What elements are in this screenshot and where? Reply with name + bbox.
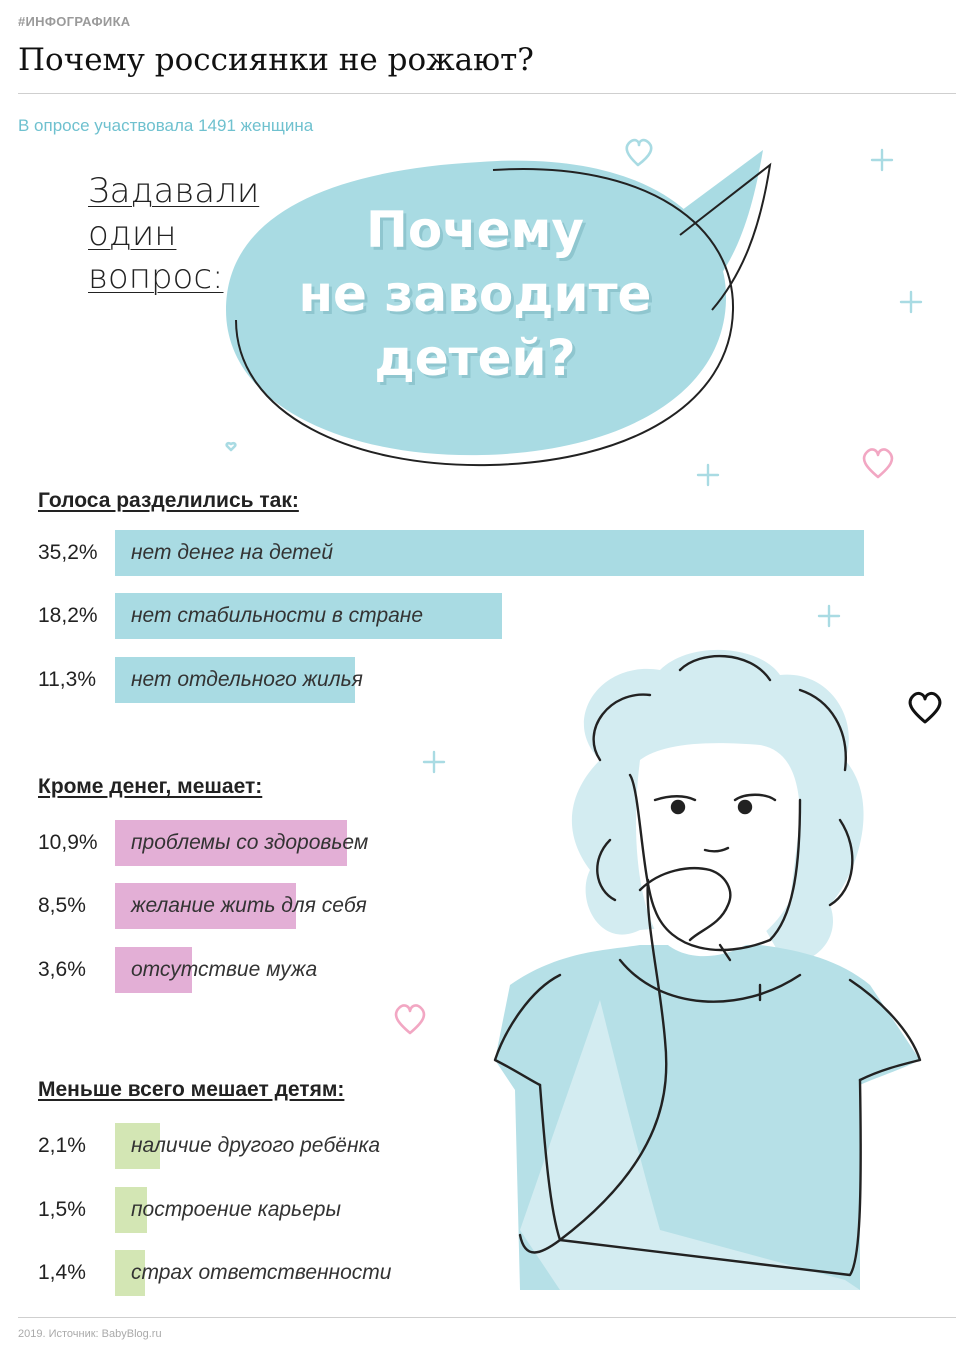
source-note: 2019. Источник: BabyBlog.ru [18, 1328, 162, 1340]
bar-label: построение карьеры [131, 1198, 341, 1221]
bar-label: проблемы со здоровьем [131, 831, 369, 854]
section-heading-other: Кроме денег, мешает: [38, 775, 263, 798]
bar-fill [115, 1123, 160, 1169]
heart-icons [225, 138, 942, 1035]
bar-value: 35,2% [38, 541, 98, 564]
bar-fill [115, 1250, 145, 1296]
bar-label: наличие другого ребёнка [131, 1134, 381, 1157]
bubble-question: Почему не заводите детей? [285, 198, 665, 390]
page-title: Почему россиянки не рожают? [18, 42, 534, 78]
section-heading-main: Голоса разделились так: [38, 489, 299, 512]
bar-fill [115, 657, 355, 703]
plus-icons [422, 148, 923, 774]
bar-value: 3,6% [38, 958, 86, 981]
bar-fill [115, 530, 864, 576]
bar-fill [115, 1187, 147, 1233]
question-label-line-1: Задавали [88, 171, 260, 211]
bar-fill [115, 593, 502, 639]
bar-label: нет отдельного жилья [131, 668, 363, 691]
bar-label: отсутствие мужа [131, 958, 318, 981]
bar-label: нет стабильности в стране [131, 604, 424, 627]
bar-label: желание жить для себя [131, 894, 367, 917]
speech-bubble [226, 150, 772, 467]
question-label-line-3: вопрос: [88, 257, 224, 297]
bar-value: 1,4% [38, 1261, 86, 1284]
footer-divider [18, 1317, 956, 1318]
thinking-woman-illustration [493, 649, 922, 1290]
survey-note: В опросе участвовала 1491 женщина [18, 116, 314, 135]
question-label-line-2: один [88, 214, 177, 254]
bar-label: страх ответственности [131, 1261, 392, 1284]
bar-value: 11,3% [38, 668, 96, 691]
bubble-line-3: детей? [374, 329, 576, 387]
bar-fill [115, 820, 347, 866]
bar-value: 10,9% [38, 831, 98, 854]
bar-value: 1,5% [38, 1198, 86, 1221]
bar-value: 8,5% [38, 894, 86, 917]
bubble-line-2: не заводите [298, 265, 652, 323]
bubble-line-1: Почему [366, 201, 584, 259]
question-label: Задавали один вопрос: [88, 170, 259, 299]
bar-value: 2,1% [38, 1134, 86, 1157]
title-divider [18, 93, 956, 94]
bar-fill [115, 883, 296, 929]
bar-fill [115, 947, 192, 993]
bar-value: 18,2% [38, 604, 98, 627]
section-heading-least: Меньше всего мешает детям: [38, 1078, 345, 1101]
hashtag-label: #ИНФОГРАФИКА [18, 14, 131, 29]
bar-label: нет денег на детей [131, 541, 334, 564]
